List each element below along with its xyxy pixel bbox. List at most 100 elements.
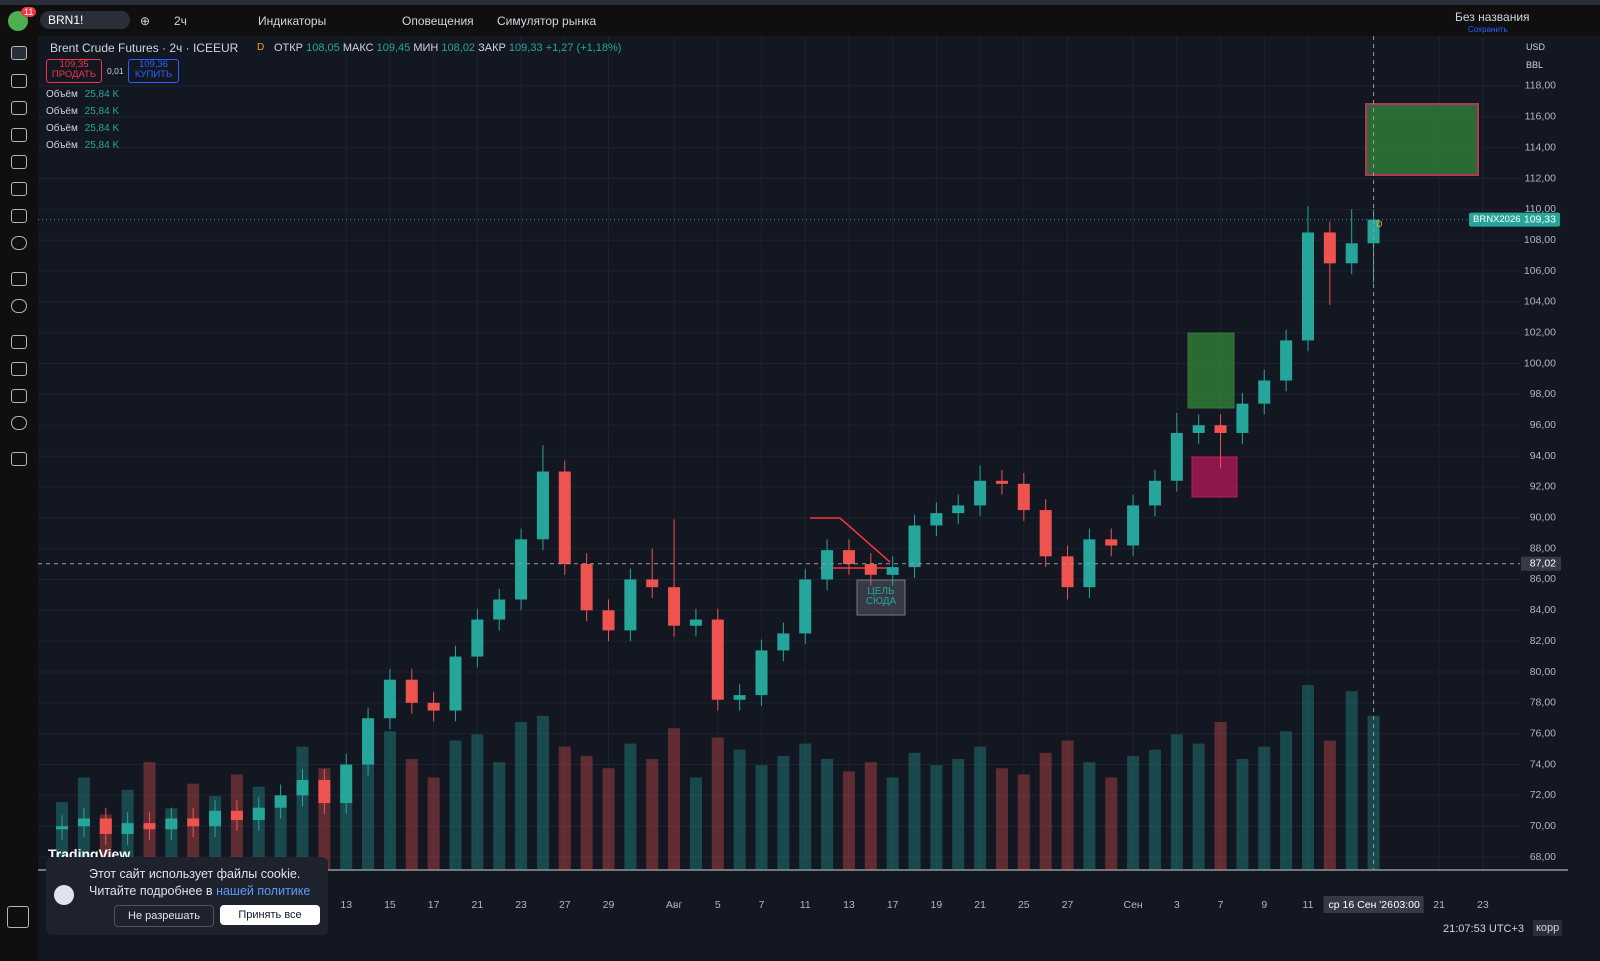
interval[interactable]: 2ч — [174, 14, 187, 28]
x-tick-label: 17 — [428, 899, 440, 911]
layout-name[interactable]: Без названия — [1455, 10, 1530, 24]
volume-bar — [733, 749, 746, 870]
candle-body — [1105, 539, 1118, 546]
zone — [1191, 456, 1238, 498]
y-tick-label: 86,00 — [1530, 573, 1556, 585]
alerts[interactable]: Оповещения — [402, 14, 474, 28]
tool[interactable] — [11, 74, 27, 88]
buy-button[interactable]: 109,36 КУПИТЬ — [128, 59, 179, 83]
currency[interactable]: USD — [1526, 42, 1546, 52]
favorites[interactable] — [7, 906, 29, 928]
clock: 21:07:53 UTC+3 — [1443, 923, 1525, 935]
tool[interactable] — [11, 101, 27, 115]
tool[interactable] — [11, 182, 27, 196]
volume-bar — [515, 722, 528, 870]
tool[interactable] — [11, 452, 27, 466]
volume-bar — [405, 759, 418, 870]
y-tick-label: 96,00 — [1530, 419, 1556, 431]
y-tick-label: 118,00 — [1525, 80, 1556, 92]
unit[interactable]: BBL — [1526, 60, 1544, 70]
candle-body — [1236, 403, 1249, 433]
last-price-name: BRNX2026 — [1473, 214, 1521, 225]
x-tick-label: 21 — [974, 899, 986, 911]
y-tick-label: 100,00 — [1524, 357, 1556, 369]
crosshair-date: ср 16 Сен '26 — [1329, 899, 1394, 911]
last-price-label: 109,33 — [1524, 213, 1556, 225]
volume-bar — [1083, 762, 1096, 870]
cookie-link[interactable]: нашей политике — [216, 884, 311, 898]
save[interactable]: Сохранить — [1468, 25, 1508, 34]
x-tick-label: 25 — [1018, 899, 1030, 911]
label: Объём — [46, 140, 78, 151]
candle-body — [536, 471, 549, 540]
value: 25,84 K — [84, 106, 120, 117]
volume-bar — [143, 762, 156, 870]
add[interactable]: ⊕ — [140, 14, 151, 28]
volume-bar — [821, 759, 834, 870]
volume-bar — [1258, 746, 1271, 870]
spread: 0,01 — [107, 66, 124, 76]
sell-price: 109,35 — [59, 59, 89, 70]
x-tick-label: 9 — [1261, 899, 1267, 911]
x-tick-label: 19 — [931, 899, 943, 911]
zone — [1365, 103, 1479, 176]
cookie-text: Читайте подробнее в нашей политике — [89, 884, 310, 898]
candle-body — [449, 656, 462, 711]
tool[interactable] — [11, 335, 27, 349]
reject-button[interactable]: Не разрешать — [114, 905, 214, 927]
label: МИН — [413, 42, 439, 54]
label: ЗАКР — [478, 42, 506, 54]
crosshair-price: 87,02 — [1530, 558, 1556, 570]
y-tick-label: 84,00 — [1530, 604, 1556, 616]
zone — [1187, 332, 1235, 409]
volume-bar — [1017, 774, 1030, 870]
volume-bar — [493, 762, 506, 870]
x-tick-label: 13 — [843, 899, 855, 911]
candle-body — [974, 480, 987, 506]
tool[interactable] — [11, 299, 27, 313]
y-tick-label: 110,00 — [1525, 203, 1556, 215]
accept-button[interactable]: Принять все — [220, 905, 320, 925]
volume-bar — [558, 746, 571, 870]
tool[interactable] — [11, 46, 27, 60]
tool[interactable] — [11, 155, 27, 169]
mode[interactable]: корр — [1533, 920, 1563, 936]
target-label: ЦЕЛЬ СЮДА — [865, 586, 897, 607]
volume-bar — [296, 746, 309, 870]
candle-body — [558, 471, 571, 565]
crosshair-time: 03:00 — [1394, 899, 1420, 911]
volume-bar — [580, 755, 593, 870]
candle-body — [864, 564, 877, 575]
value: 25,84 K — [84, 123, 120, 134]
tool[interactable] — [11, 236, 27, 250]
tool[interactable] — [11, 389, 27, 403]
candle-body — [1192, 425, 1205, 433]
indicators[interactable]: Индикаторы — [258, 14, 327, 28]
sell-button[interactable]: 109,35 ПРОДАТЬ — [46, 59, 102, 83]
volume-bar — [427, 777, 440, 870]
tool[interactable] — [11, 128, 27, 142]
volume-legend: Объём 25,84 K — [46, 140, 119, 151]
candle-body — [471, 619, 484, 657]
value: 108,05 — [306, 42, 340, 54]
symbol[interactable]: BRN1! — [40, 11, 130, 29]
volume-bar — [711, 737, 724, 870]
candle-body — [1301, 232, 1314, 341]
x-tick-label: 11 — [1303, 899, 1314, 911]
volume-bar — [777, 755, 790, 870]
tool[interactable] — [11, 209, 27, 223]
volume-bar — [755, 765, 768, 870]
candle-body — [230, 810, 243, 821]
candle-body — [777, 633, 790, 651]
y-tick-label: 76,00 — [1530, 727, 1556, 739]
volume-bar — [1039, 752, 1052, 870]
candle-body — [77, 818, 90, 827]
tool[interactable] — [11, 362, 27, 376]
tool[interactable] — [11, 272, 27, 286]
legend-title: Brent Crude Futures · 2ч · ICEEUR — [50, 41, 239, 55]
label: ОТКР — [274, 42, 304, 54]
x-tick-label: Авг — [666, 899, 683, 911]
replay[interactable]: Симулятор рынка — [497, 14, 597, 28]
tool[interactable] — [11, 416, 27, 430]
